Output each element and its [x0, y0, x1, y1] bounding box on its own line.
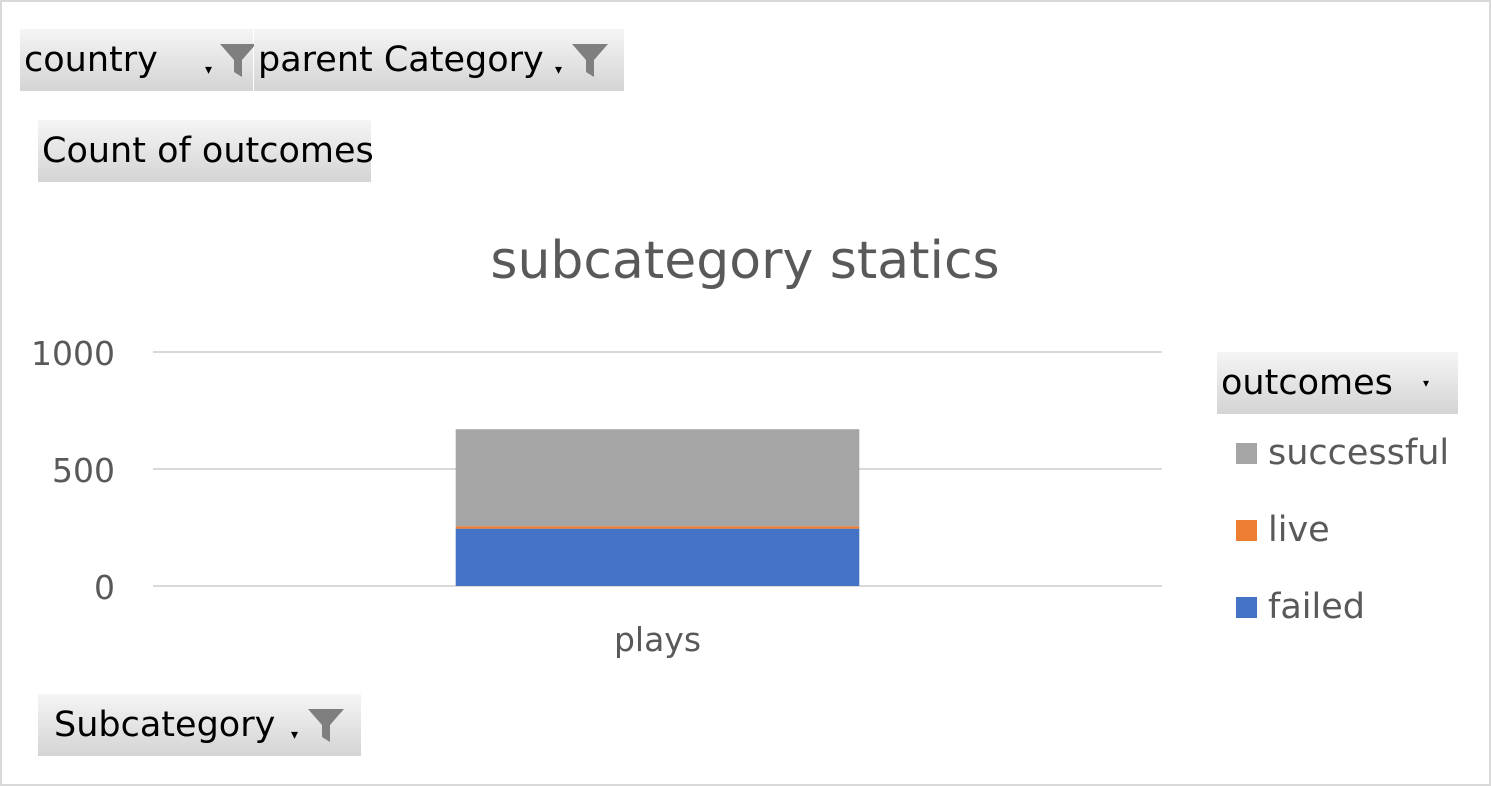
y-axis-ticks: 0 500 1000: [31, 334, 115, 607]
bar-segment-live[interactable]: [455, 526, 860, 529]
country-filter-button[interactable]: country ▾: [20, 29, 256, 91]
bars: [455, 429, 860, 586]
chevron-down-icon[interactable]: ▾: [205, 62, 213, 78]
dropdown-arrow-icon[interactable]: ▾: [1423, 376, 1430, 390]
y-tick-label: 1000: [31, 334, 115, 373]
funnel-icon[interactable]: [570, 40, 610, 80]
outcomes-field-label: outcomes: [1221, 363, 1393, 403]
bar-segment-failed[interactable]: [455, 528, 860, 586]
chevron-down-icon[interactable]: ▾: [555, 62, 563, 78]
chart-title: subcategory statics: [490, 231, 999, 291]
x-category-label: plays: [614, 620, 701, 659]
values-field-label: Count of outcomes: [42, 131, 374, 171]
chevron-down-icon[interactable]: ▾: [291, 727, 299, 743]
legend-label-failed: failed: [1268, 587, 1365, 627]
legend-swatch-failed: [1236, 597, 1257, 618]
subcategory-field-label: Subcategory: [54, 705, 276, 745]
legend-label-successful: successful: [1268, 433, 1450, 473]
bar-segment-successful[interactable]: [455, 429, 860, 527]
funnel-icon[interactable]: [218, 40, 258, 80]
country-filter-label: country: [24, 40, 158, 80]
y-tick-label: 500: [52, 451, 115, 490]
subcategory-axis-field-button[interactable]: Subcategory ▾: [38, 694, 361, 756]
parent-category-filter-button[interactable]: parent Category ▾: [254, 29, 624, 91]
parent-category-filter-label: parent Category: [258, 40, 544, 80]
funnel-icon[interactable]: [306, 705, 346, 745]
outcomes-legend-field-button[interactable]: outcomes ▾: [1217, 352, 1458, 414]
legend-swatch-successful: [1236, 443, 1257, 464]
y-tick-label: 0: [94, 568, 115, 607]
legend-swatch-live: [1236, 520, 1257, 541]
legend-label-live: live: [1268, 510, 1330, 550]
x-axis-labels: plays: [614, 620, 701, 659]
values-field-button[interactable]: Count of outcomes: [38, 120, 374, 182]
